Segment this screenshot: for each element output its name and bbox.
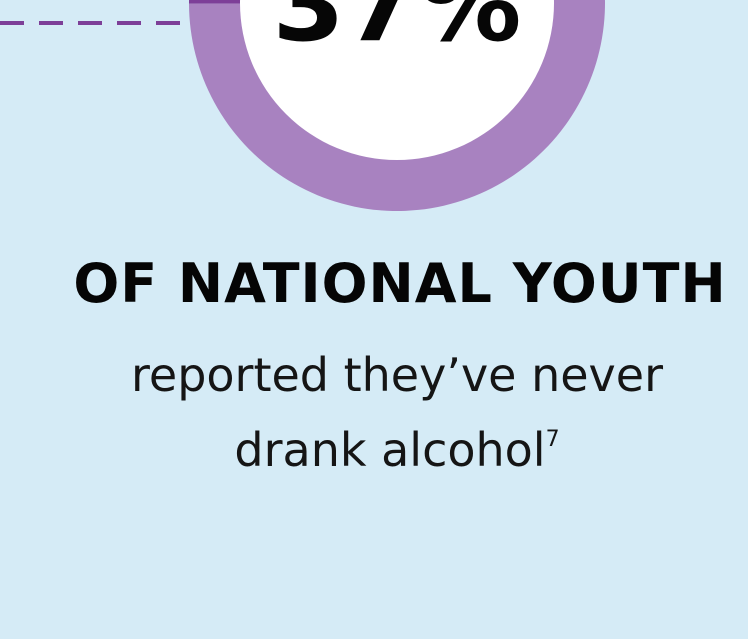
subline-1: reported they’ve never bbox=[131, 348, 663, 402]
subline-2: drank alcohol7 bbox=[0, 423, 748, 477]
footnote-marker: 7 bbox=[545, 427, 560, 452]
center-percentage-label: 37% bbox=[273, 0, 522, 65]
donut-hole bbox=[240, 0, 554, 160]
headline: OF NATIONAL YOUTH bbox=[73, 252, 727, 315]
subline-2-text: drank alcohol bbox=[234, 423, 546, 477]
